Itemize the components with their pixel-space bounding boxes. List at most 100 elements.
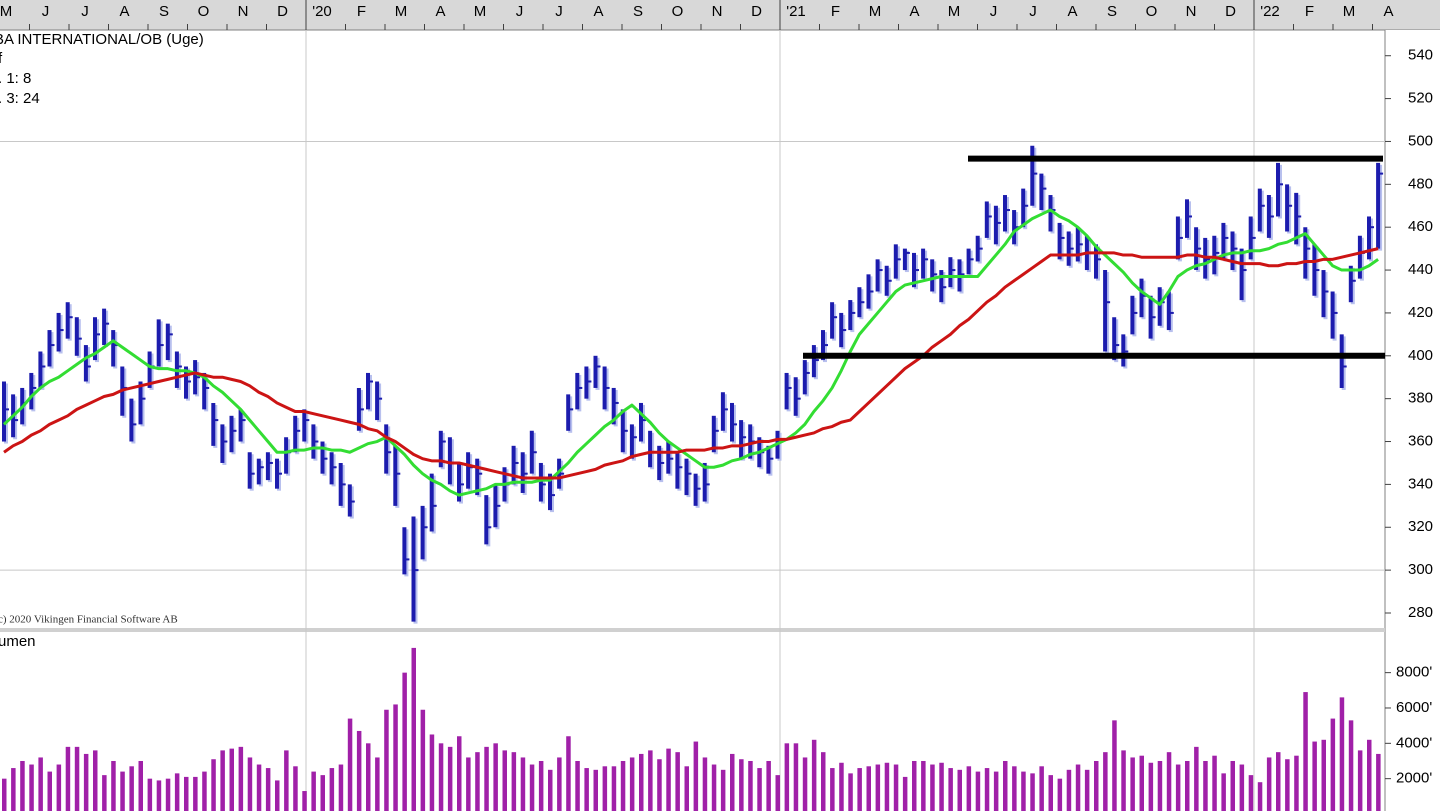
volume-bar: [1276, 752, 1281, 811]
volume-bar: [584, 768, 589, 811]
volume-bar: [138, 760, 143, 811]
volume-bar: [984, 768, 990, 811]
volume-bar: [902, 776, 908, 811]
x-tick-label: J: [516, 3, 524, 20]
x-tick-label: M: [0, 3, 12, 20]
volume-bar: [602, 766, 608, 811]
x-tick-label: D: [751, 3, 762, 20]
volume-bar: [238, 746, 244, 811]
volume-bar: [1084, 769, 1090, 811]
volume-bar: [1139, 755, 1144, 811]
volume-bar: [1357, 750, 1363, 811]
legend-entry: . 3: 24: [0, 90, 40, 107]
y-tick-label: 520: [1408, 90, 1433, 107]
volume-bar: [1048, 775, 1053, 811]
volume-bar: [275, 780, 280, 811]
volume-bar: [639, 753, 644, 811]
volume-bar: [165, 778, 171, 811]
volume-bar: [1212, 755, 1217, 811]
volume-bar: [575, 760, 580, 811]
x-tick-label: O: [1146, 3, 1158, 20]
volume-bar: [366, 743, 371, 811]
x-tick-label: F: [357, 3, 366, 20]
volume-bar: [1221, 773, 1226, 811]
volume-bar: [748, 760, 753, 811]
volume-bar: [730, 753, 735, 811]
volume-bar: [256, 764, 262, 811]
x-tick-label: O: [198, 3, 210, 20]
panel-separator: [0, 628, 1385, 632]
volume-bar: [1194, 746, 1199, 811]
volume-bar: [411, 647, 416, 811]
x-tick-label: A: [1383, 3, 1393, 20]
volume-bar: [921, 760, 926, 811]
volume-bar: [47, 771, 52, 811]
volume-bar: [29, 764, 34, 811]
volume-bar: [529, 764, 535, 811]
volume-bar: [393, 704, 398, 811]
volume-bar: [93, 750, 98, 811]
volume-bar: [284, 750, 289, 811]
legend-entry: . 1: 8: [0, 70, 31, 87]
volume-bar: [948, 768, 953, 811]
volume-bar: [384, 709, 389, 811]
y-tick-label: 340: [1408, 475, 1433, 492]
x-tick-label: J: [1029, 3, 1037, 20]
volume-bar: [657, 759, 662, 811]
volume-bar: [884, 762, 890, 811]
volume-bar: [502, 750, 507, 811]
x-tick-label: D: [1225, 3, 1236, 20]
y-tick-label: 300: [1408, 561, 1433, 578]
volume-bar: [1230, 760, 1235, 811]
volume-bar: [65, 746, 71, 811]
moving-average-line: [3, 247, 1379, 480]
x-tick-label: D: [277, 3, 288, 20]
volume-bar: [1175, 764, 1181, 811]
volume-bar: [193, 776, 198, 811]
x-tick-label: J: [81, 3, 89, 20]
y-tick-label: 280: [1408, 604, 1433, 621]
volume-bar: [184, 776, 189, 811]
x-tick-label: M: [395, 3, 408, 20]
volume-bar: [1012, 766, 1017, 811]
volume-bar: [1239, 764, 1245, 811]
volume-bar: [1321, 739, 1326, 811]
volume-bar: [1376, 753, 1381, 811]
x-tick-label: '20: [312, 3, 332, 20]
volume-bar: [684, 766, 689, 811]
x-tick-label: A: [435, 3, 445, 20]
volume-bar: [620, 760, 626, 811]
volume-bar: [520, 757, 526, 811]
volume-bar: [1030, 773, 1035, 811]
volume-bar: [957, 769, 962, 811]
volume-bar: [1148, 762, 1154, 811]
volume-bar: [293, 766, 298, 811]
volume-bar: [1021, 771, 1026, 811]
volume-bar: [1248, 775, 1254, 811]
volume-bar: [1203, 760, 1208, 811]
volume-bar: [1348, 720, 1354, 811]
y-tick-label: 360: [1408, 432, 1433, 449]
volume-bar: [1130, 757, 1135, 811]
volume-bar: [629, 757, 635, 811]
x-tick-label: M: [474, 3, 487, 20]
volume-bar: [1112, 720, 1117, 811]
volume-bar: [802, 757, 808, 811]
volume-bar: [356, 730, 362, 811]
volume-bar: [811, 739, 817, 811]
volume-bar: [993, 771, 999, 811]
volume-bar: [402, 672, 407, 811]
x-tick-label: S: [633, 3, 643, 20]
volume-bar: [147, 778, 153, 811]
y-tick-label: 420: [1408, 304, 1433, 321]
volume-bar: [1039, 766, 1044, 811]
volume-bar: [566, 736, 571, 811]
month-axis-strip: [0, 0, 1440, 30]
volume-bar: [1257, 782, 1263, 811]
x-tick-label: J: [555, 3, 563, 20]
volume-bar: [1294, 755, 1299, 811]
volume-bar: [2, 778, 7, 811]
x-tick-label: S: [1107, 3, 1117, 20]
volume-bar: [1330, 718, 1336, 811]
